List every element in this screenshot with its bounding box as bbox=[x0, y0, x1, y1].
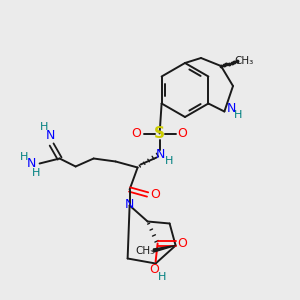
Text: N: N bbox=[227, 102, 236, 115]
Text: O: O bbox=[150, 263, 160, 276]
Text: H: H bbox=[234, 110, 243, 121]
Text: N: N bbox=[27, 157, 36, 170]
Text: H: H bbox=[32, 167, 40, 178]
Text: H: H bbox=[158, 272, 166, 281]
Text: N: N bbox=[156, 148, 165, 161]
Text: S: S bbox=[154, 126, 165, 141]
Text: CH₃: CH₃ bbox=[135, 247, 154, 256]
Text: H: H bbox=[164, 155, 173, 166]
Text: N: N bbox=[125, 198, 134, 211]
Text: CH₃: CH₃ bbox=[234, 56, 254, 66]
Polygon shape bbox=[153, 245, 176, 252]
Text: O: O bbox=[151, 188, 160, 201]
Text: O: O bbox=[178, 237, 188, 250]
Text: O: O bbox=[132, 127, 142, 140]
Text: H: H bbox=[20, 152, 28, 161]
Text: H: H bbox=[39, 122, 48, 133]
Text: O: O bbox=[178, 127, 188, 140]
Text: N: N bbox=[46, 129, 55, 142]
